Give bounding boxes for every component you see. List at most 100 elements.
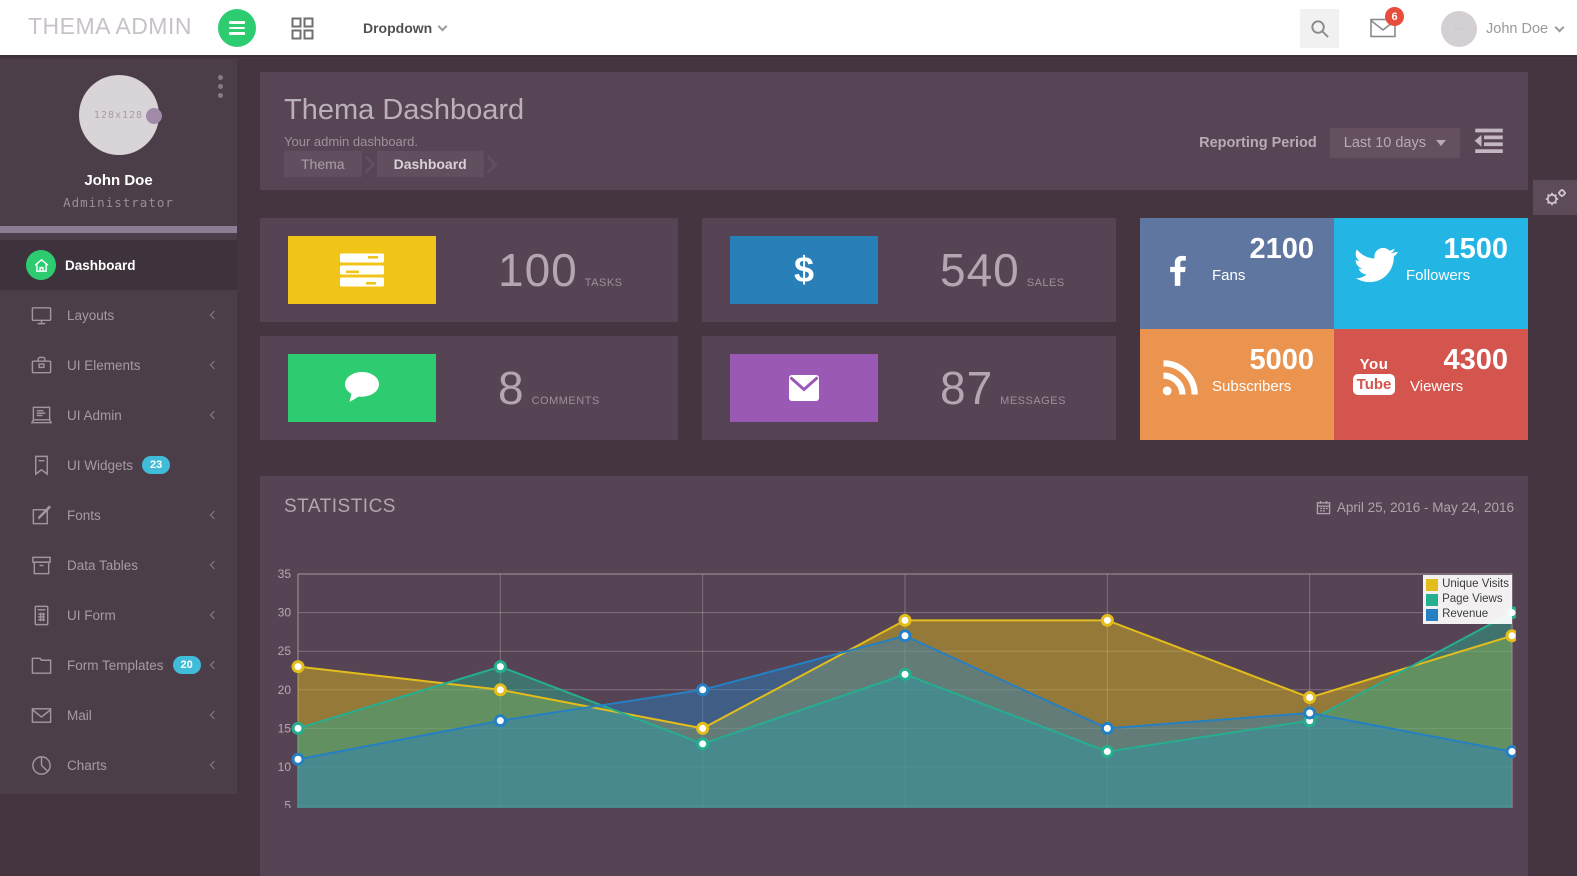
chevron-left-icon xyxy=(209,610,219,620)
user-avatar[interactable]: ··· xyxy=(1441,11,1477,47)
apps-grid-icon[interactable] xyxy=(291,17,314,40)
stat-column-2: $ 540 SALES 87 xyxy=(702,218,1116,454)
briefcase-icon xyxy=(30,354,56,377)
page-header-panel: Thema Dashboard Your admin dashboard. Th… xyxy=(260,72,1528,190)
sidebar-item-ui-elements[interactable]: UI Elements xyxy=(0,340,237,390)
widgets-grid: 100 TASKS 8 COMMENTS xyxy=(260,218,1528,454)
breadcrumb-dashboard[interactable]: Dashboard xyxy=(376,151,484,177)
top-header: THEMA ADMIN Dropdown 6 ··· John Doe xyxy=(0,0,1577,57)
sidebar-item-mail[interactable]: Mail xyxy=(0,690,237,740)
youtube-tile[interactable]: You Tube 4300 Viewers xyxy=(1334,329,1528,440)
sidebar-item-ui-widgets[interactable]: UI Widgets 23 xyxy=(0,440,237,490)
facebook-icon xyxy=(1158,234,1212,329)
reporting-period: Reporting Period Last 10 days xyxy=(1199,128,1504,158)
chevron-left-icon xyxy=(209,510,219,520)
youtube-icon: You Tube xyxy=(1352,345,1410,440)
caret-down-icon xyxy=(1436,140,1446,146)
facebook-tile[interactable]: 2100 Fans xyxy=(1140,218,1334,329)
brand-logo: THEMA ADMIN xyxy=(28,13,192,39)
twitter-icon xyxy=(1352,234,1406,329)
calculator-icon xyxy=(30,604,56,627)
sidebar-options-icon[interactable] xyxy=(218,75,223,98)
user-name: John Doe xyxy=(1486,21,1549,37)
ui-widgets-badge: 23 xyxy=(142,456,171,474)
archive-icon xyxy=(30,554,56,577)
reporting-period-label: Reporting Period xyxy=(1199,135,1317,151)
edit-icon xyxy=(30,504,56,527)
profile-name: John Doe xyxy=(84,172,153,189)
youtube-value: 4300 xyxy=(1443,344,1508,376)
stat-column-1: 100 TASKS 8 COMMENTS xyxy=(260,218,678,454)
chevron-left-icon xyxy=(209,710,219,720)
chevron-left-icon xyxy=(209,410,219,420)
legend-item: Page Views xyxy=(1426,592,1509,607)
twitter-tile[interactable]: 1500 Followers xyxy=(1334,218,1528,329)
legend-label: Revenue xyxy=(1442,608,1489,620)
search-button[interactable] xyxy=(1300,9,1339,48)
dollar-icon: $ xyxy=(730,236,878,304)
page-title: Thema Dashboard xyxy=(284,94,525,126)
sales-value: 540 xyxy=(940,244,1020,296)
rss-icon xyxy=(1158,345,1212,440)
sidebar-divider xyxy=(0,226,237,233)
sidebar-item-ui-admin[interactable]: UI Admin xyxy=(0,390,237,440)
sidebar-item-layouts[interactable]: Layouts xyxy=(0,290,237,340)
sidebar-nav: Dashboard Layouts UI Elements xyxy=(0,240,237,790)
profile-role: Administrator xyxy=(63,195,174,210)
user-menu[interactable]: John Doe xyxy=(1486,21,1565,37)
dropdown-label: Dropdown xyxy=(363,20,433,36)
breadcrumb: Thema Dashboard xyxy=(284,151,499,177)
sidebar-item-ui-form[interactable]: UI Form xyxy=(0,590,237,640)
tasks-icon xyxy=(288,236,436,304)
statistics-title: STATISTICS xyxy=(284,496,396,517)
avatar-placeholder-text: 128x128 xyxy=(93,109,144,121)
legend-item: Unique Visits xyxy=(1426,577,1509,592)
mail-count-badge: 6 xyxy=(1385,7,1404,26)
facebook-value: 2100 xyxy=(1249,233,1314,265)
sidebar-item-charts[interactable]: Charts xyxy=(0,740,237,790)
search-icon xyxy=(1311,20,1329,38)
form-templates-badge: 20 xyxy=(172,656,201,674)
settings-gear-button[interactable] xyxy=(1533,180,1577,215)
social-tiles: 2100 Fans 1500 Followers xyxy=(1140,218,1528,454)
sales-label: SALES xyxy=(1026,277,1065,289)
comments-value: 8 xyxy=(498,362,525,414)
folder-icon xyxy=(30,654,56,677)
area-chart: 35 30 25 20 15 10 5 xyxy=(278,567,1519,875)
svg-text:5: 5 xyxy=(284,799,291,808)
sidebar-item-form-templates[interactable]: Form Templates 20 xyxy=(0,640,237,690)
facebook-label: Fans xyxy=(1212,267,1246,284)
sidebar-toggle-button[interactable] xyxy=(218,9,256,47)
rss-tile[interactable]: 5000 Subscribers xyxy=(1140,329,1334,440)
tasks-label: TASKS xyxy=(584,277,623,289)
youtube-label: Viewers xyxy=(1410,378,1464,395)
newspaper-icon xyxy=(30,404,56,427)
chevron-left-icon xyxy=(209,310,219,320)
svg-text:35: 35 xyxy=(278,567,292,581)
bookmark-icon xyxy=(30,454,56,477)
mail-icon xyxy=(30,704,56,727)
chevron-left-icon xyxy=(209,660,219,670)
header-dropdown[interactable]: Dropdown xyxy=(363,20,448,36)
sidebar-item-fonts[interactable]: Fonts xyxy=(0,490,237,540)
twitter-label: Followers xyxy=(1406,267,1471,284)
status-dot xyxy=(145,108,162,124)
breadcrumb-thema[interactable]: Thema xyxy=(284,151,362,177)
gears-icon xyxy=(1545,188,1566,205)
sidebar: 128x128 John Doe Administrator Dashboard… xyxy=(0,59,237,794)
sidebar-item-dashboard[interactable]: Dashboard xyxy=(0,240,237,290)
legend-item: Revenue xyxy=(1426,607,1509,622)
pie-chart-icon xyxy=(30,754,56,777)
statistics-date-range: April 25, 2016 - May 24, 2016 xyxy=(1316,500,1514,515)
profile-avatar[interactable]: 128x128 xyxy=(78,75,162,155)
reporting-period-select[interactable]: Last 10 days xyxy=(1329,128,1460,158)
svg-text:15: 15 xyxy=(278,721,292,735)
chart-legend: Unique Visits Page Views Revenue xyxy=(1423,575,1512,624)
messages-card: 87 MESSAGES xyxy=(702,336,1116,440)
rss-label: Subscribers xyxy=(1212,378,1292,395)
outdent-icon[interactable] xyxy=(1474,128,1504,158)
legend-label: Page Views xyxy=(1442,593,1503,605)
sidebar-item-data-tables[interactable]: Data Tables xyxy=(0,540,237,590)
legend-swatch xyxy=(1426,608,1439,621)
sales-card: $ 540 SALES xyxy=(702,218,1116,322)
